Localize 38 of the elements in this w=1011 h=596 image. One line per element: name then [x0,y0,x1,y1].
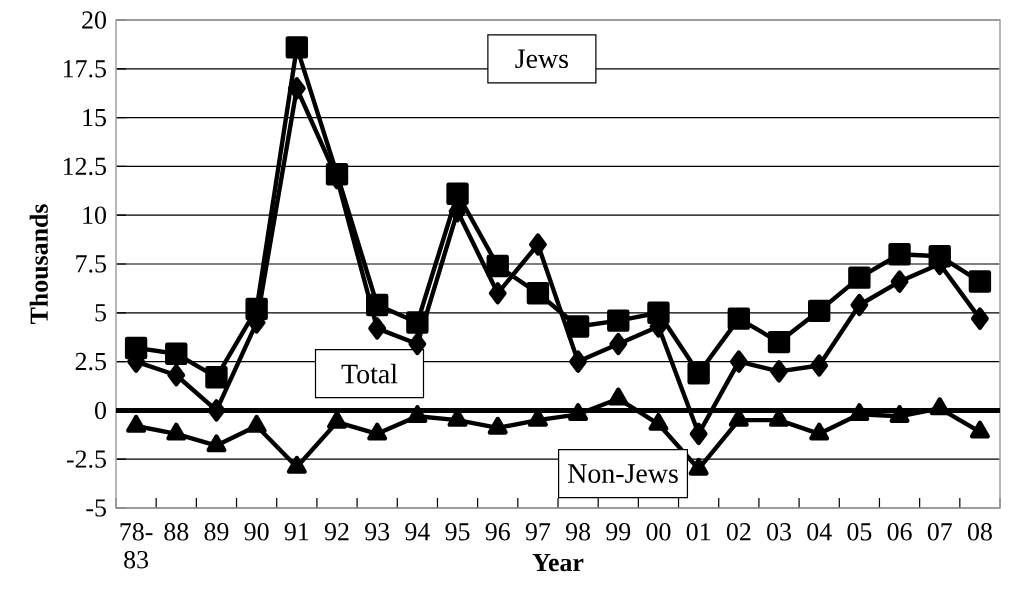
y-tick-label: -5 [86,499,106,517]
y-tick-label: 17.5 [63,60,106,78]
x-tick-label: 93 [365,523,390,541]
x-tick-label: 92 [324,523,349,541]
x-tick-label: 99 [606,523,631,541]
x-axis-title: Year [532,554,584,572]
series-label: Total [341,363,398,384]
x-tick-label: 02 [726,523,751,541]
y-tick-label: 12.5 [63,157,106,176]
y-tick-label: 0 [95,401,106,420]
text: Jews [515,49,568,69]
x-tick-label: 96 [485,523,510,541]
x-tick-label: 95 [445,523,470,541]
x-tick-label: 91 [284,523,309,541]
y-tick-label: 2.5 [75,352,106,371]
y-tick-label: 5 [95,304,106,322]
y-tick-label: 15 [83,108,106,127]
x-tick-label: 89 [204,523,229,541]
x-tick-label: 01 [686,523,711,541]
x-tick-label: 97 [525,523,551,541]
x-tick-label: 88 [164,523,189,541]
x-tick-label: 08 [967,523,992,541]
x-tick-label: 05 [847,523,872,541]
series-label: Non-Jews [568,464,678,483]
x-tick-label: 90 [244,523,269,541]
x-tick-label: 06 [887,523,912,541]
y-axis-title: Thousands [29,204,48,325]
x-tick-label: 03 [767,523,791,541]
y-tick-label: 20 [82,11,106,29]
x-tick-label: 98 [565,523,591,541]
y-tick-label: -2.5 [66,450,106,468]
x-tick-label: 04 [807,523,832,541]
x-tick-label: 07 [927,523,952,541]
y-tick-label: 7.5 [76,255,106,273]
x-tick-label: 94 [405,523,430,541]
y-tick-label: 10 [83,206,106,224]
x-tick-label: 00 [646,523,671,541]
x-tick-label: 78-83 [120,523,153,569]
